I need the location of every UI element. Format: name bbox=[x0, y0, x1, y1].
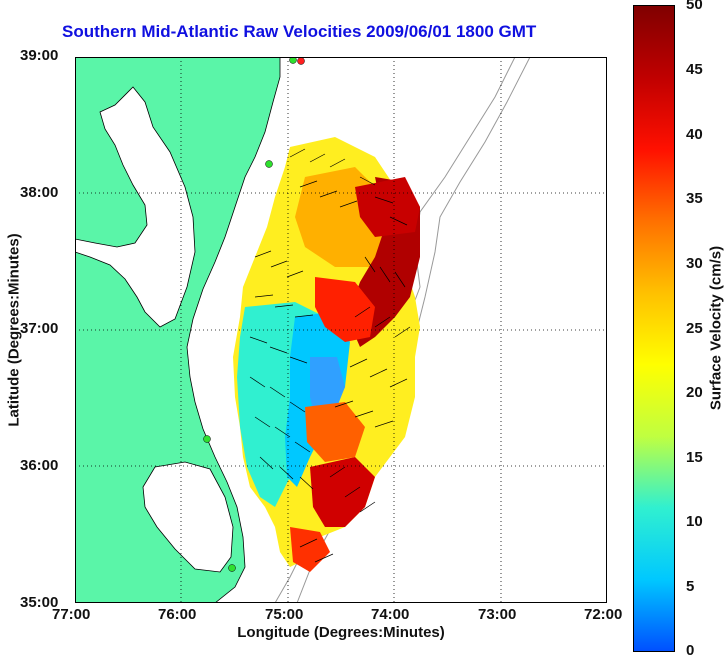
colorbar-tick: 40 bbox=[686, 126, 703, 143]
colorbar-tick: 35 bbox=[686, 190, 703, 207]
velocity-vectors bbox=[249, 148, 411, 563]
colorbar-label: Surface Velocity (cm/s) bbox=[707, 245, 724, 411]
map-plot bbox=[75, 57, 607, 603]
chesapeake-bay bbox=[75, 86, 196, 328]
radar-station-marker bbox=[289, 57, 297, 64]
colorbar-tick: 20 bbox=[686, 384, 703, 401]
radar-station-marker bbox=[265, 160, 273, 168]
colorbar-tick: 0 bbox=[686, 642, 695, 659]
y-tick-label: 35:00 bbox=[20, 594, 59, 611]
y-tick-label: 36:00 bbox=[20, 457, 59, 474]
x-tick-label: 76:00 bbox=[158, 606, 197, 623]
y-axis-label: Latitude (Degrees:Minutes) bbox=[5, 233, 23, 427]
radar-station-marker bbox=[228, 564, 236, 572]
colorbar-tick: 5 bbox=[686, 578, 695, 595]
colorbar-tick: 25 bbox=[686, 320, 703, 337]
x-tick-label: 73:00 bbox=[478, 606, 517, 623]
x-axis-label: Longitude (Degrees:Minutes) bbox=[237, 624, 445, 641]
colorbar-tick: 50 bbox=[686, 0, 703, 13]
velocity-field bbox=[233, 137, 420, 572]
plot-frame bbox=[75, 57, 607, 603]
grid-lines bbox=[75, 57, 607, 603]
map-title: Southern Mid-Atlantic Raw Velocities 200… bbox=[62, 22, 537, 41]
colorbar-tick: 30 bbox=[686, 255, 703, 272]
x-tick-label: 72:00 bbox=[584, 606, 623, 623]
colorbar-tick: 45 bbox=[686, 61, 703, 78]
y-tick-label: 37:00 bbox=[20, 320, 59, 337]
colorbar bbox=[633, 5, 675, 652]
y-tick-label: 38:00 bbox=[20, 184, 59, 201]
x-tick-label: 74:00 bbox=[371, 606, 410, 623]
pamlico-sound bbox=[142, 461, 234, 573]
x-tick-label: 75:00 bbox=[265, 606, 304, 623]
colorbar-gradient bbox=[633, 5, 675, 652]
radar-station-marker-active bbox=[297, 57, 305, 65]
colorbar-tick: 10 bbox=[686, 513, 703, 530]
radar-station-marker bbox=[203, 435, 211, 443]
land-mass bbox=[75, 57, 281, 603]
colorbar-tick: 15 bbox=[686, 449, 703, 466]
x-tick-label: 77:00 bbox=[52, 606, 91, 623]
y-tick-label: 39:00 bbox=[20, 47, 59, 64]
